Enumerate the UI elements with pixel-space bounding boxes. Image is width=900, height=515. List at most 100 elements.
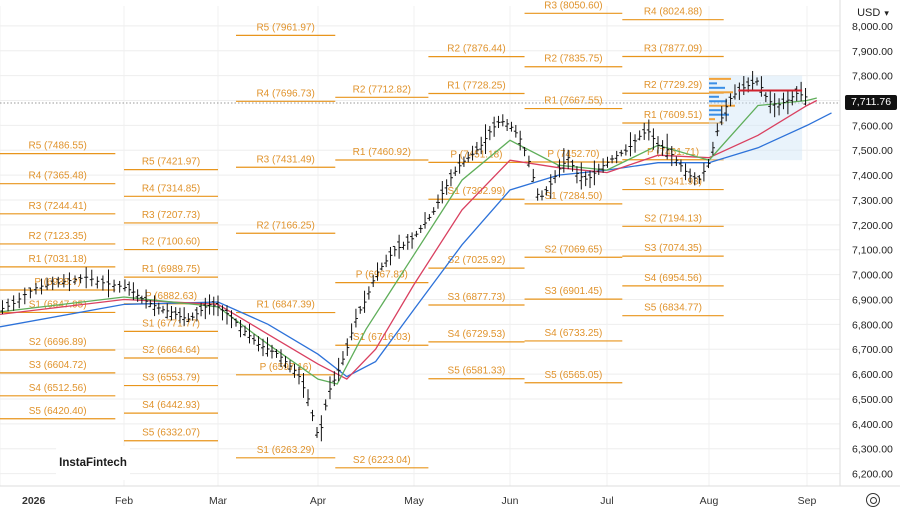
x-tick-label: Sep — [798, 495, 817, 507]
volume-profile-bar — [709, 113, 729, 116]
y-tick-label: 7,400.00 — [852, 170, 893, 182]
pivot-label: P (6938.?) — [34, 277, 81, 288]
pivot-label: R3 (7431.49) — [256, 154, 314, 165]
pivot-label: S4 (6733.25) — [545, 328, 603, 339]
pivot-label: S1 (6263.29) — [257, 445, 315, 456]
pivot-label: S1 (7284.50) — [545, 191, 603, 202]
pivot-label: R4 (7696.73) — [256, 88, 314, 99]
pivot-label: P (7451.18) — [450, 149, 502, 160]
pivot-label: S2 (7025.92) — [448, 255, 506, 266]
currency-label: USD — [857, 7, 881, 19]
pivot-label: R2 (7835.75) — [544, 54, 602, 65]
pivot-label: R1 (7031.18) — [28, 254, 86, 265]
x-tick-label: Aug — [700, 495, 719, 507]
pivot-label: R1 (6989.75) — [142, 264, 200, 275]
x-tick-label: May — [404, 495, 425, 507]
pivot-label: S5 (6332.07) — [142, 428, 200, 439]
ma-slow-line — [0, 112, 832, 378]
pivot-label: S1 (7341.93) — [644, 177, 702, 188]
y-tick-label: 7,900.00 — [852, 46, 893, 58]
y-tick-label: 7,200.00 — [852, 220, 893, 232]
chevron-down-icon: ▾ — [884, 7, 889, 18]
pivot-label: R5 (7486.55) — [28, 141, 86, 152]
pivot-label: S3 (6604.72) — [29, 360, 87, 371]
pivot-label: R3 (7207.73) — [142, 210, 200, 221]
volume-profile-bar — [709, 95, 719, 98]
pivot-label: S2 (6696.89) — [29, 337, 87, 348]
volume-profile-bar — [709, 104, 735, 107]
pivot-label: S4 (6512.56) — [29, 383, 87, 394]
pivot-label: S4 (6442.93) — [142, 400, 200, 411]
pivot-label: R4 (7365.48) — [28, 171, 86, 182]
pivot-label: S3 (6877.73) — [448, 292, 506, 303]
y-tick-label: 6,700.00 — [852, 344, 893, 356]
y-tick-label: 7,100.00 — [852, 245, 893, 257]
pivot-label: S3 (6553.79) — [142, 373, 200, 384]
x-tick-label: Feb — [115, 495, 133, 507]
pivot-label: S2 (6223.04) — [353, 455, 411, 466]
watermark: InstaFintech — [56, 446, 130, 480]
pivot-label: R4 (7314.85) — [142, 183, 200, 194]
pivot-label: R2 (7166.25) — [256, 220, 314, 231]
pivot-label: S2 (7194.13) — [644, 213, 702, 224]
y-tick-label: 7,500.00 — [852, 145, 893, 157]
price-badge: 7,711.76 — [845, 95, 897, 110]
pivot-label: S5 (6565.05) — [545, 370, 603, 381]
price-badge-value: 7,711.76 — [850, 96, 892, 108]
pivot-label: S1 (6771.77) — [142, 318, 200, 329]
volume-profile-bar — [709, 109, 721, 112]
ma-fast-line — [0, 97, 817, 385]
pivot-label: P (6882.63) — [145, 291, 197, 302]
currency-selector[interactable]: USD ▾ — [846, 4, 900, 22]
y-tick-label: 8,000.00 — [852, 21, 893, 33]
y-tick-label: 6,600.00 — [852, 369, 893, 381]
pivot-label: R1 (7667.55) — [544, 96, 602, 107]
watermark-text: InstaFintech — [59, 457, 127, 469]
y-tick-label: 7,300.00 — [852, 195, 893, 207]
pivot-label: R2 (7876.44) — [447, 44, 505, 55]
pivot-label: R3 (8050.60) — [544, 0, 602, 11]
gear-icon[interactable] — [866, 493, 880, 507]
pivot-label: P (7452.70) — [547, 149, 599, 160]
pivot-label: R3 (7244.41) — [28, 201, 86, 212]
pivot-label: S5 (6420.40) — [29, 406, 87, 417]
pivot-label: R5 (7961.97) — [256, 22, 314, 33]
y-tick-label: 7,600.00 — [852, 120, 893, 132]
x-tick-label: 2026 — [22, 495, 46, 507]
pivot-label: S4 (6954.56) — [644, 273, 702, 284]
y-tick-label: 6,800.00 — [852, 319, 893, 331]
x-axis: 2026 Feb Mar Apr May Jun Jul Aug Sep — [0, 485, 900, 507]
volume-profile-bar — [709, 91, 733, 94]
pivot-label: P (7461.71) — [647, 147, 699, 158]
x-tick-label: Mar — [209, 495, 228, 507]
y-tick-label: 6,400.00 — [852, 419, 893, 431]
y-axis: 8,000.007,900.007,800.007,700.007,600.00… — [839, 0, 893, 486]
y-tick-label: 6,300.00 — [852, 444, 893, 456]
pivot-label: S4 (6729.53) — [448, 329, 506, 340]
y-tick-label: 6,200.00 — [852, 469, 893, 481]
volume-profile-bar — [709, 77, 731, 80]
pivot-label: R5 (7421.97) — [142, 157, 200, 168]
x-tick-label: Jun — [502, 495, 519, 507]
pivot-label: R1 (7728.25) — [447, 80, 505, 91]
pivot-label: S3 (7074.35) — [644, 243, 702, 254]
y-tick-label: 6,900.00 — [852, 294, 893, 306]
pivot-label: R2 (7123.35) — [28, 231, 86, 242]
pivot-label: S3 (6901.45) — [545, 286, 603, 297]
candles — [0, 70, 808, 442]
pivot-label: R2 (7712.82) — [353, 84, 411, 95]
pivot-label: P (6967.83) — [356, 270, 408, 281]
y-tick-label: 7,800.00 — [852, 71, 893, 83]
volume-profile-bar — [709, 118, 715, 121]
ma-mid-line — [0, 99, 818, 380]
pivot-levels: R2 (7123.35)R1 (7031.18)P (6938.?)S1 (68… — [0, 0, 724, 469]
pivot-label: S5 (6581.33) — [448, 366, 506, 377]
pivot-label: R4 (8024.88) — [644, 7, 702, 18]
pivot-label: R1 (6847.39) — [256, 300, 314, 311]
pivot-label: R2 (7100.60) — [142, 237, 200, 248]
pivot-label: S1 (7302.99) — [448, 186, 506, 197]
pivot-label: R1 (7609.51) — [644, 110, 702, 121]
pivot-label: S5 (6834.77) — [644, 303, 702, 314]
